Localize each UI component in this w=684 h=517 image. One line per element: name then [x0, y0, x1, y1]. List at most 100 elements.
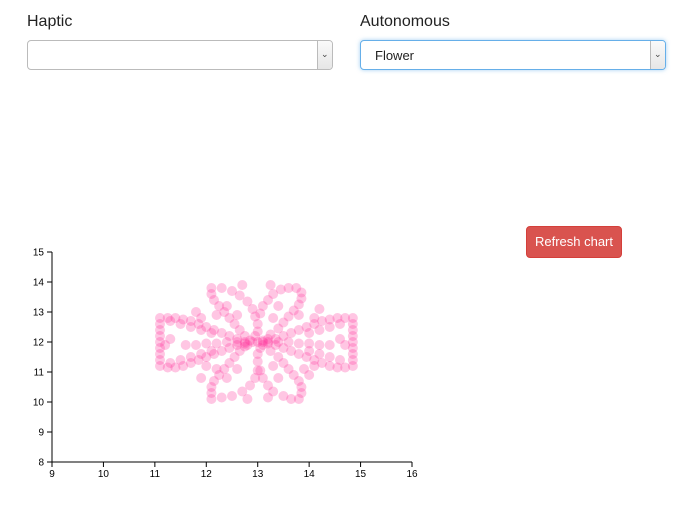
- data-point: [263, 337, 273, 347]
- y-tick-label: 10: [33, 398, 45, 409]
- data-point: [193, 319, 204, 329]
- data-point: [229, 319, 240, 329]
- data-point: [155, 313, 165, 323]
- data-point: [185, 322, 196, 332]
- data-point: [296, 287, 307, 298]
- data-point: [252, 365, 263, 376]
- data-point: [347, 313, 358, 323]
- data-point: [216, 328, 227, 338]
- data-point: [224, 331, 235, 341]
- data-point: [178, 314, 189, 325]
- y-tick-label: 11: [34, 368, 45, 379]
- data-point: [340, 340, 351, 350]
- data-point: [304, 328, 315, 338]
- chevron-down-icon[interactable]: ⌄: [650, 41, 665, 69]
- y-tick-label: 15: [33, 248, 45, 259]
- data-point: [211, 310, 222, 320]
- data-point: [229, 352, 240, 362]
- data-point: [245, 335, 255, 346]
- data-point: [252, 356, 263, 367]
- y-tick-label: 14: [33, 278, 45, 289]
- data-point: [165, 316, 176, 326]
- data-point: [155, 325, 165, 335]
- data-point: [232, 337, 243, 347]
- data-point: [196, 349, 207, 359]
- data-point: [206, 283, 217, 293]
- data-point: [314, 304, 325, 314]
- data-point: [347, 331, 358, 341]
- data-point: [263, 295, 273, 305]
- data-point: [257, 337, 268, 347]
- data-point: [273, 352, 284, 362]
- data-point: [196, 313, 207, 323]
- data-point: [214, 301, 225, 311]
- data-point: [309, 319, 320, 329]
- y-tick-label: 12: [33, 338, 45, 349]
- data-point: [340, 362, 351, 373]
- data-point: [309, 361, 320, 371]
- data-point: [227, 286, 237, 296]
- x-tick-label: 16: [406, 469, 418, 480]
- data-point: [273, 373, 284, 383]
- data-point: [347, 355, 358, 365]
- autonomous-select[interactable]: Flower ⌄: [360, 40, 666, 70]
- data-point: [347, 349, 358, 359]
- data-point: [162, 313, 173, 323]
- data-point: [263, 392, 273, 403]
- data-point: [175, 319, 186, 329]
- data-point: [201, 338, 212, 349]
- data-point: [196, 325, 207, 335]
- data-point: [296, 293, 307, 304]
- data-point: [227, 391, 237, 401]
- data-point: [347, 319, 358, 329]
- data-point: [324, 352, 335, 362]
- data-point: [206, 289, 217, 299]
- data-point: [160, 340, 171, 350]
- data-point: [247, 337, 258, 347]
- data-point: [232, 340, 243, 350]
- data-point: [239, 338, 250, 349]
- data-point: [209, 325, 219, 335]
- data-point: [155, 319, 165, 329]
- data-point: [155, 349, 165, 359]
- data-point: [201, 322, 212, 332]
- data-point: [178, 361, 189, 371]
- data-point: [268, 313, 279, 323]
- data-point: [309, 355, 320, 365]
- data-point: [293, 325, 304, 335]
- data-point: [347, 337, 358, 347]
- data-point: [185, 358, 196, 368]
- data-point: [219, 364, 230, 374]
- data-point: [201, 352, 212, 362]
- data-point: [257, 373, 268, 383]
- haptic-label: Haptic: [27, 13, 73, 30]
- data-point: [309, 313, 320, 323]
- data-point: [278, 331, 289, 341]
- data-point: [206, 328, 217, 338]
- data-point: [268, 361, 279, 371]
- data-point: [299, 364, 309, 374]
- y-tick-label: 8: [38, 458, 44, 469]
- data-point: [209, 376, 219, 386]
- data-point: [155, 331, 165, 341]
- data-point: [185, 352, 196, 362]
- data-point: [224, 343, 235, 353]
- data-point: [288, 305, 299, 316]
- refresh-chart-button[interactable]: Refresh chart: [526, 226, 622, 258]
- haptic-select[interactable]: ⌄: [27, 40, 333, 70]
- data-point: [335, 355, 345, 365]
- chevron-down-icon[interactable]: ⌄: [317, 41, 332, 69]
- data-point: [155, 355, 165, 365]
- data-point: [247, 304, 258, 314]
- data-point: [250, 311, 261, 322]
- data-point: [237, 386, 248, 397]
- data-point: [216, 346, 227, 356]
- data-point: [265, 329, 276, 340]
- data-point: [191, 307, 201, 317]
- data-point: [234, 325, 245, 335]
- data-point: [347, 343, 358, 353]
- data-point: [324, 314, 335, 325]
- data-point: [214, 370, 225, 380]
- y-tick-label: 13: [33, 308, 45, 319]
- data-point: [206, 394, 217, 404]
